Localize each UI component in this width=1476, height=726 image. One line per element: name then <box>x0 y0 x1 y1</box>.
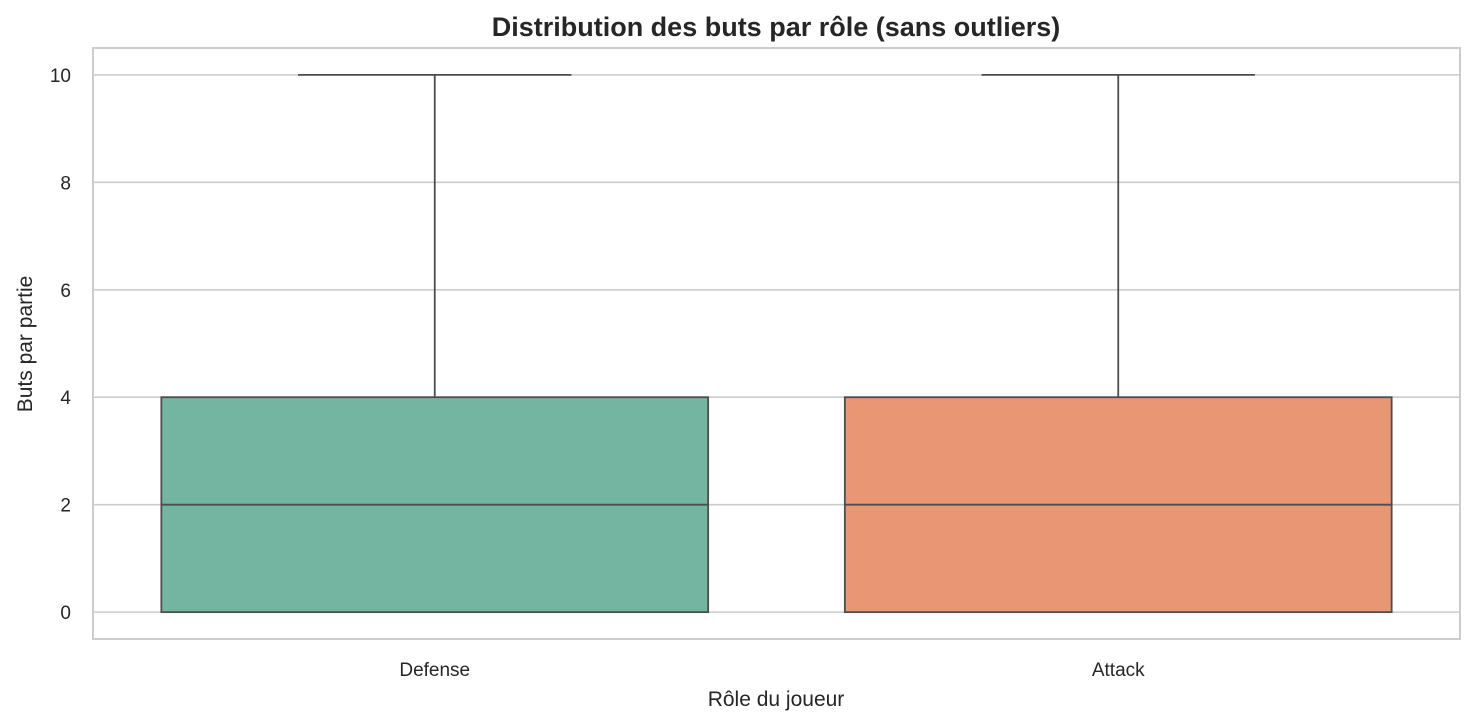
box-attack <box>843 73 1393 614</box>
box-defense <box>160 73 710 614</box>
y-tick-label: 6 <box>60 281 71 302</box>
y-tick-label: 2 <box>60 496 71 517</box>
axis-ticks: 0 2 4 6 8 10 Defense Attack <box>50 66 1145 681</box>
chart-title: Distribution des buts par rôle (sans out… <box>492 12 1061 42</box>
x-axis-label: Rôle du joueur <box>708 688 845 711</box>
y-tick-label: 4 <box>60 388 71 409</box>
x-tick-label: Attack <box>1092 660 1145 681</box>
x-tick-label: Defense <box>399 660 470 681</box>
boxes-group <box>160 73 1393 614</box>
y-tick-label: 0 <box>60 603 71 624</box>
y-axis-label: Buts par partie <box>14 276 37 413</box>
y-tick-label: 10 <box>50 66 71 87</box>
y-tick-label: 8 <box>60 173 71 194</box>
plot-area-frame <box>92 47 1461 640</box>
